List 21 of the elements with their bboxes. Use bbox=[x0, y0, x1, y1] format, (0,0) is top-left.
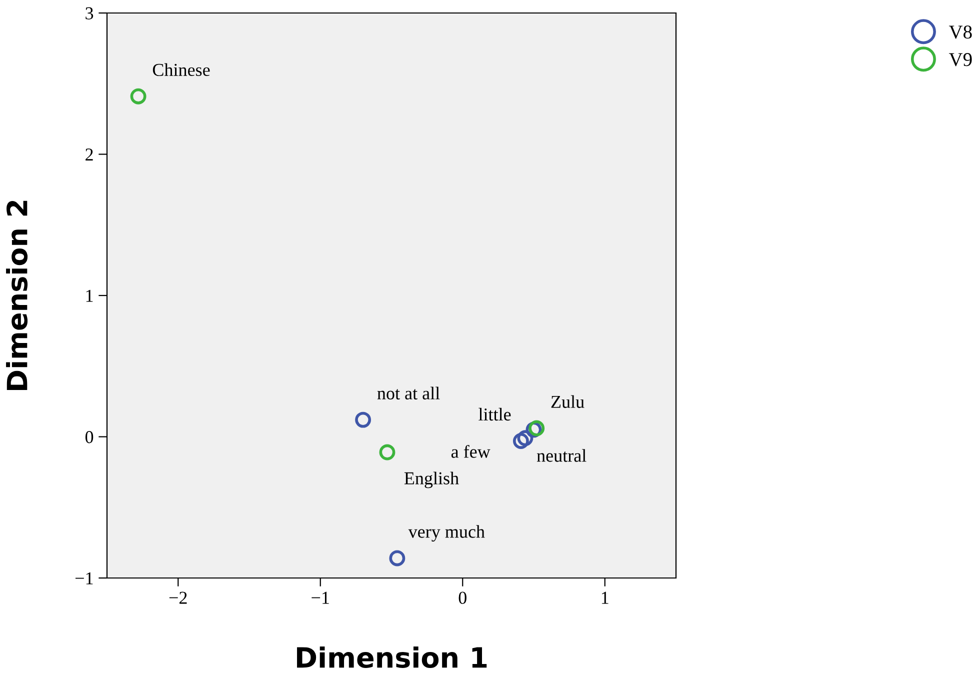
y-axis-title: Dimension 2 bbox=[6, 200, 28, 390]
annotation: Zulu bbox=[551, 395, 584, 408]
y-tick-label: 1 bbox=[86, 290, 93, 302]
y-tick-label: −1 bbox=[75, 572, 93, 584]
x-tick-label: −2 bbox=[169, 592, 187, 604]
annotation: very much bbox=[408, 525, 485, 542]
x-tick-label: −1 bbox=[312, 592, 329, 604]
annotation: little bbox=[478, 408, 511, 421]
legend-label: V8 bbox=[948, 26, 972, 39]
annotation: not at all bbox=[377, 386, 440, 400]
legend-label: V9 bbox=[948, 53, 972, 66]
x-axis-title: Dimension 1 bbox=[297, 646, 487, 668]
annotation: neutral bbox=[536, 449, 586, 462]
annotation: Chinese bbox=[152, 63, 210, 76]
x-tick-label: 1 bbox=[602, 592, 608, 604]
y-tick-label: 3 bbox=[86, 7, 94, 20]
annotation: a few bbox=[451, 444, 490, 458]
y-tick-label: 2 bbox=[86, 148, 93, 161]
annotation: English bbox=[404, 472, 459, 488]
x-tick-label: 0 bbox=[458, 592, 466, 604]
y-tick-label: 0 bbox=[85, 431, 94, 444]
